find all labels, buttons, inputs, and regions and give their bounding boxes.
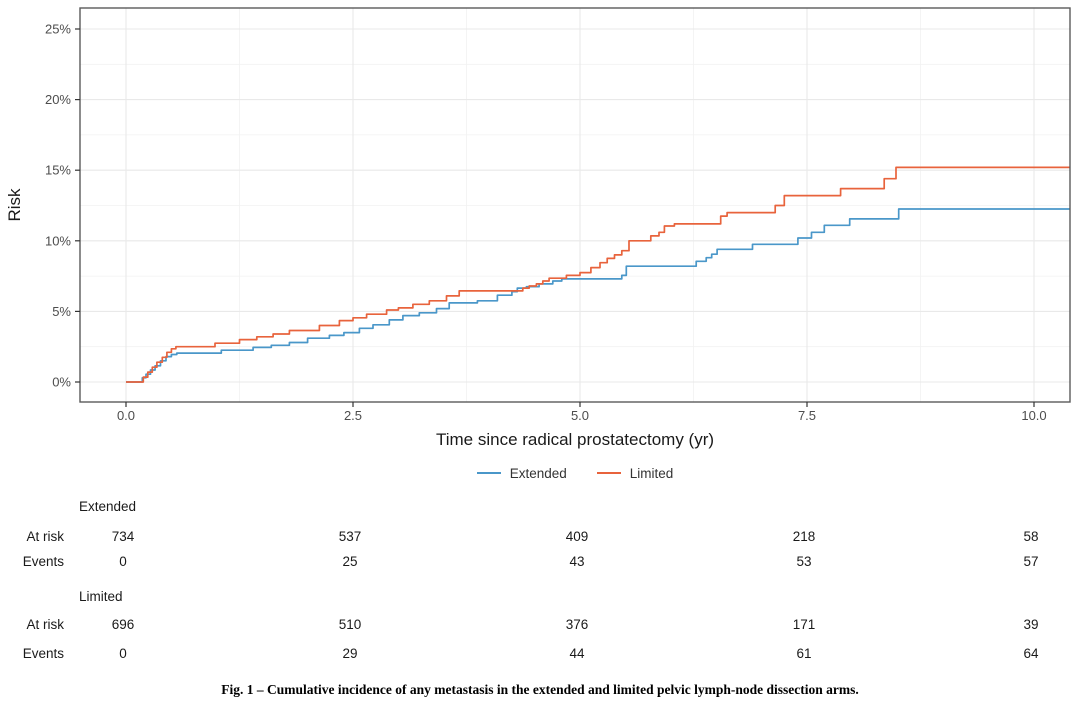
risk-table-value: 0 xyxy=(119,554,127,569)
legend-label-limited: Limited xyxy=(629,465,674,481)
risk-table-value: 43 xyxy=(569,554,585,569)
risk-group-header-extended: Extended xyxy=(79,499,137,514)
risk-table-value: 171 xyxy=(792,617,816,632)
x-axis-title: Time since radical prostatectomy (yr) xyxy=(436,430,714,449)
y-tick-label: 25% xyxy=(45,22,71,37)
series-layer xyxy=(126,166,1070,383)
risk-row-label: At risk xyxy=(26,617,64,632)
panel-border xyxy=(79,7,1071,403)
y-tick-label: 15% xyxy=(45,163,71,178)
tick-layer: 0.0 2.5 5.0 7.5 10.0 0% 5% 10% 15% 20% 25% xyxy=(45,22,1047,424)
risk-table-value: 510 xyxy=(338,617,362,632)
risk-table-value: 53 xyxy=(796,554,812,569)
risk-table-value: 61 xyxy=(796,646,812,661)
legend-label-extended: Extended xyxy=(509,465,567,481)
x-tick-label: 5.0 xyxy=(571,408,589,423)
limited-line-swatch xyxy=(596,472,621,474)
risk-table-value: 57 xyxy=(1023,554,1039,569)
legend-item-extended: Extended xyxy=(476,465,567,481)
series-line-extended xyxy=(126,208,1070,383)
risk-group-header-limited: Limited xyxy=(79,589,123,604)
risk-row-label: Events xyxy=(22,646,64,661)
x-tick-label: 0.0 xyxy=(117,408,135,423)
risk-table-value: 58 xyxy=(1023,529,1039,544)
y-tick-label: 5% xyxy=(52,304,71,319)
risk-row-label: Events xyxy=(22,554,64,569)
risk-table-value: 25 xyxy=(342,554,358,569)
x-tick-label: 2.5 xyxy=(344,408,362,423)
chart-legend: Extended Limited xyxy=(80,462,1070,484)
grid-layer xyxy=(80,8,1070,402)
y-tick-label: 20% xyxy=(45,92,71,107)
x-tick-label: 10.0 xyxy=(1021,408,1046,423)
y-tick-label: 10% xyxy=(45,233,71,248)
risk-table-value: 39 xyxy=(1023,617,1039,632)
y-axis-title: Risk xyxy=(5,188,24,222)
extended-line-swatch xyxy=(476,472,501,474)
risk-table-value: 696 xyxy=(111,617,135,632)
risk-table-value: 64 xyxy=(1023,646,1039,661)
series-line-limited xyxy=(126,166,1070,383)
risk-row-label: At risk xyxy=(26,529,64,544)
risk-table-value: 537 xyxy=(338,529,362,544)
risk-table-value: 218 xyxy=(792,529,816,544)
risk-table-value: 376 xyxy=(565,617,589,632)
risk-table-value: 29 xyxy=(342,646,358,661)
risk-table-value: 734 xyxy=(111,529,135,544)
risk-table-value: 409 xyxy=(565,529,589,544)
risk-table-value: 44 xyxy=(569,646,585,661)
figure-caption: Fig. 1 – Cumulative incidence of any met… xyxy=(221,682,859,697)
risk-table-value: 0 xyxy=(119,646,127,661)
chart-canvas: 0.0 2.5 5.0 7.5 10.0 0% 5% 10% 15% 20% 25% Risk Ti… xyxy=(5,7,1071,449)
x-tick-label: 7.5 xyxy=(798,408,816,423)
y-tick-label: 0% xyxy=(52,375,71,390)
legend-item-limited: Limited xyxy=(596,465,674,481)
